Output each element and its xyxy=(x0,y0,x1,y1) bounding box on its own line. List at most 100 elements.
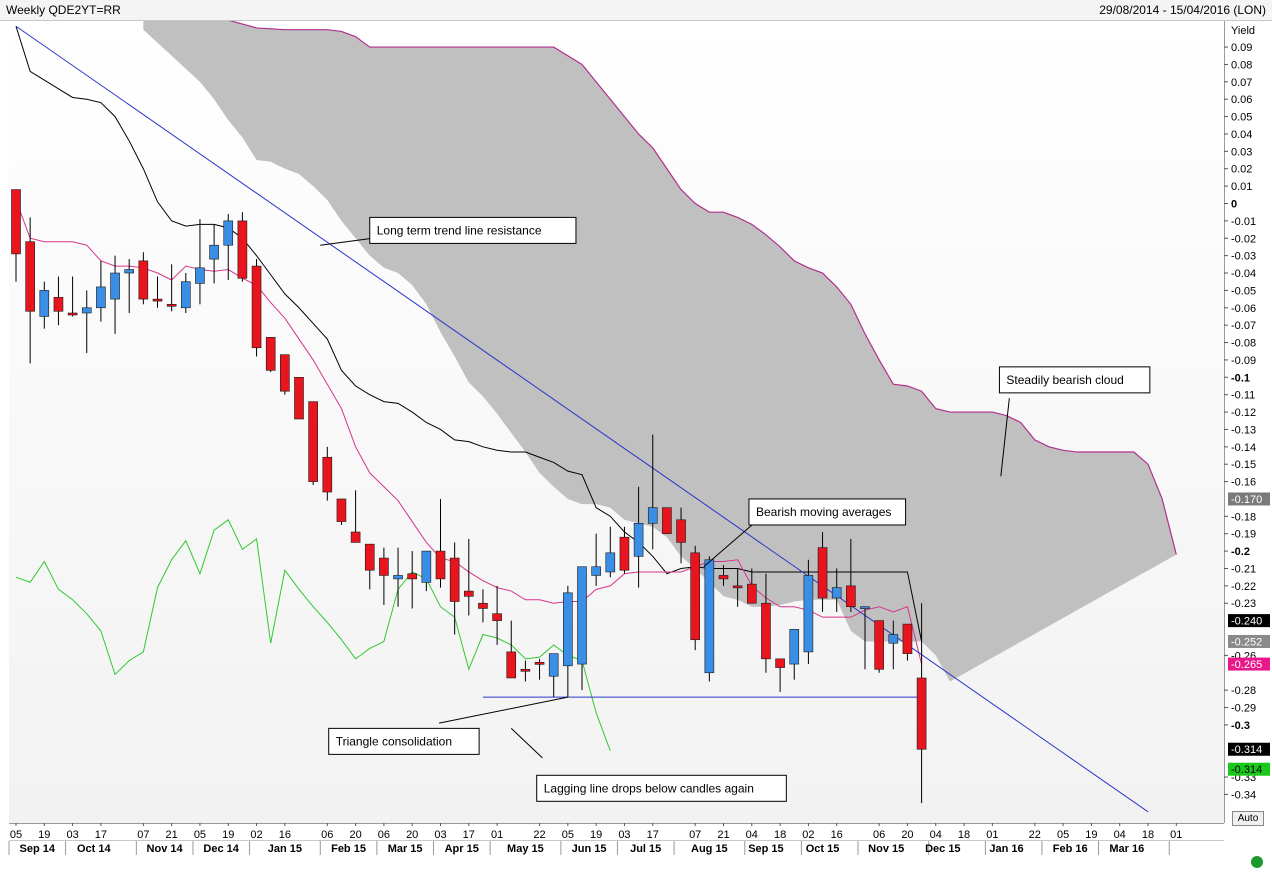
y-axis-label: Yield xyxy=(1231,25,1255,37)
x-day-label: 01 xyxy=(1170,829,1182,841)
x-day-label: 01 xyxy=(491,829,503,841)
candle-up xyxy=(195,267,205,284)
x-day-label: 17 xyxy=(95,829,107,841)
x-day-label: 07 xyxy=(689,829,701,841)
x-day-label: 19 xyxy=(1085,829,1097,841)
y-tick-label: -0.22 xyxy=(1231,581,1256,593)
auto-scale-button[interactable]: Auto xyxy=(1232,811,1264,826)
candle-down xyxy=(336,498,347,522)
candle-down xyxy=(662,507,672,535)
date-range: 29/08/2014 - 15/04/2016 (LON) xyxy=(1099,3,1266,17)
y-tick-label: -0.07 xyxy=(1231,320,1256,332)
candle-down xyxy=(25,241,35,312)
x-day-label: 02 xyxy=(802,829,814,841)
candle-up xyxy=(831,587,842,599)
y-tick-label: -0.18 xyxy=(1231,511,1256,523)
price-label-text: -0.170 xyxy=(1231,494,1262,506)
y-tick-label: -0.01 xyxy=(1231,216,1256,228)
annotation-box xyxy=(369,216,577,244)
candle-down xyxy=(746,583,757,604)
y-axis-panel xyxy=(1224,21,1272,823)
connection-status-icon xyxy=(1251,856,1263,868)
y-tick-label: 0.01 xyxy=(1231,181,1252,193)
annotation-text: Long term trend line resistance xyxy=(377,223,542,237)
price-label-tag xyxy=(1228,742,1270,756)
x-day-label: 02 xyxy=(250,829,262,841)
candle-up xyxy=(181,281,191,309)
candle-up xyxy=(96,286,106,309)
candle-down xyxy=(138,260,149,300)
x-month-label: Oct 15 xyxy=(806,843,840,855)
y-tick-label: -0.11 xyxy=(1231,390,1255,402)
annotation-pointer xyxy=(703,521,757,568)
x-day-label: 05 xyxy=(194,829,206,841)
candle-down xyxy=(350,531,361,543)
y-tick-label: -0.19 xyxy=(1231,529,1256,541)
candle-up xyxy=(647,507,658,524)
annotation-box xyxy=(536,774,787,802)
annotation-text: Triangle consolidation xyxy=(336,734,452,748)
y-tick-label: -0.13 xyxy=(1231,424,1256,436)
x-day-label: 01 xyxy=(986,829,998,841)
y-tick-label: -0.12 xyxy=(1231,407,1256,419)
candle-down xyxy=(280,354,290,392)
x-month-label: Sep 15 xyxy=(748,843,783,855)
candle-down xyxy=(761,602,771,660)
y-tick-label: -0.3 xyxy=(1231,720,1250,732)
x-day-label: 03 xyxy=(618,829,630,841)
x-month-label: Dec 14 xyxy=(203,843,239,855)
x-day-label: 05 xyxy=(562,829,574,841)
x-day-label: 03 xyxy=(434,829,446,841)
y-tick-label: -0.08 xyxy=(1231,338,1256,350)
price-label-text: -0.314 xyxy=(1231,744,1262,756)
annotation-box xyxy=(748,498,907,526)
x-month-label: Dec 15 xyxy=(925,843,960,855)
candle-down xyxy=(676,519,686,543)
x-month-label: Jun 15 xyxy=(572,843,607,855)
candle-down xyxy=(506,651,517,679)
candle-up xyxy=(704,559,715,674)
candle-up xyxy=(860,606,870,610)
candle-up xyxy=(223,220,234,246)
x-day-label: 16 xyxy=(831,829,843,841)
candle-down xyxy=(874,620,884,670)
annotation-box xyxy=(328,727,480,755)
y-tick-label: -0.09 xyxy=(1231,355,1256,367)
candle-down xyxy=(265,337,276,371)
title-bar: Weekly QDE2YT=RR 29/08/2014 - 15/04/2016… xyxy=(0,0,1272,21)
x-month-label: May 15 xyxy=(507,843,544,855)
y-tick-label: -0.21 xyxy=(1231,563,1256,575)
y-tick-label: 0 xyxy=(1231,199,1237,211)
candle-down xyxy=(718,575,729,580)
candle-down xyxy=(53,297,64,312)
candle-up xyxy=(605,552,616,573)
annotation-pointer xyxy=(320,237,373,246)
ichimoku-cloud xyxy=(143,21,1177,682)
y-tick-label: 0.09 xyxy=(1231,42,1252,54)
price-label-tag xyxy=(1228,657,1270,671)
candle-up xyxy=(124,269,134,274)
annotation-text: Bearish moving averages xyxy=(756,505,891,519)
candle-down xyxy=(916,677,927,750)
x-day-label: 19 xyxy=(38,829,50,841)
x-month-label: Mar 15 xyxy=(388,843,423,855)
y-tick-label: -0.28 xyxy=(1231,685,1256,697)
y-tick-label: -0.03 xyxy=(1231,251,1256,263)
candle-up xyxy=(633,522,644,557)
candle-up xyxy=(591,566,601,576)
annotation-pointer xyxy=(1000,398,1010,477)
x-month-label: Sep 14 xyxy=(19,843,55,855)
x-day-label: 06 xyxy=(321,829,333,841)
x-month-label: Jan 16 xyxy=(989,843,1023,855)
candle-down xyxy=(379,557,389,576)
x-day-label: 18 xyxy=(958,829,970,841)
y-tick-label: -0.23 xyxy=(1231,598,1256,610)
candle-up xyxy=(548,653,559,677)
x-day-label: 07 xyxy=(137,829,149,841)
x-month-label: Aug 15 xyxy=(691,843,728,855)
x-day-label: 22 xyxy=(533,829,545,841)
x-day-label: 05 xyxy=(10,829,22,841)
y-tick-label: -0.29 xyxy=(1231,703,1256,715)
